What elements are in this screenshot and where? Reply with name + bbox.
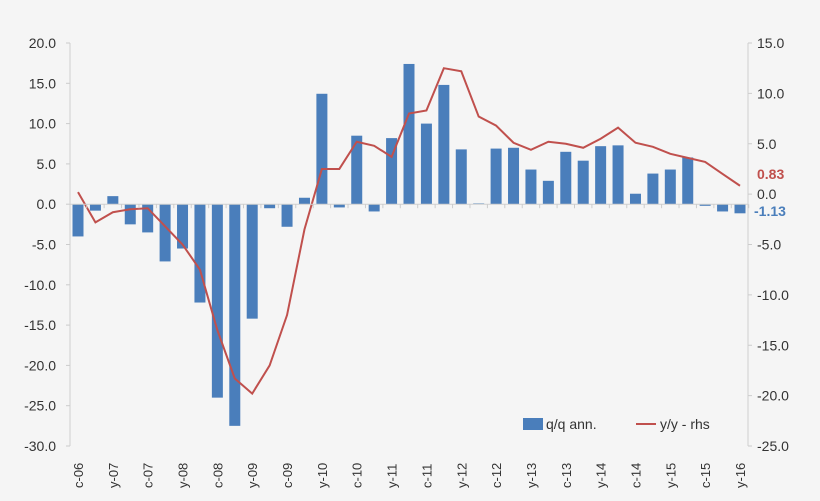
- bar-qq: [177, 204, 189, 249]
- right-tick-label: -25.0: [757, 438, 789, 454]
- x-tick-label: y-11: [385, 464, 400, 488]
- bar-qq: [333, 204, 345, 208]
- bar-qq: [508, 147, 520, 205]
- annotation-yy-last: 0.83: [757, 166, 784, 182]
- bar-qq: [89, 204, 101, 211]
- right-tick-label: 15.0: [757, 35, 784, 51]
- x-tick-label: c-14: [628, 463, 643, 488]
- line-yy: [77, 67, 741, 396]
- legend-label-yy: y/y - rhs: [660, 416, 710, 432]
- bar-qq: [107, 196, 119, 205]
- bar-qq: [420, 123, 432, 205]
- x-tick-label: y-08: [176, 463, 191, 488]
- bar-qq: [368, 204, 380, 212]
- legend-bar-swatch: [523, 418, 543, 430]
- right-tick-label: -5.0: [757, 237, 781, 253]
- bar-qq: [316, 93, 328, 205]
- x-tick-label: c-06: [71, 463, 86, 488]
- left-tick-label: -30.0: [24, 438, 56, 454]
- bar-qq: [560, 151, 572, 205]
- x-tick-label: c-08: [210, 463, 225, 488]
- bar-qq: [159, 204, 171, 262]
- x-tick-label: y-09: [245, 463, 260, 488]
- left-tick-label: -5.0: [32, 237, 56, 253]
- x-tick-label: c-09: [280, 463, 295, 488]
- right-tick-label: -20.0: [757, 388, 789, 404]
- x-tick-label: c-10: [350, 463, 365, 488]
- bar-qq: [647, 173, 659, 205]
- bar-qq: [699, 204, 711, 206]
- left-tick-label: -15.0: [24, 317, 56, 333]
- right-tick-label: 10.0: [757, 85, 784, 101]
- x-tick-label: y-12: [454, 463, 469, 488]
- bar-qq: [490, 148, 502, 205]
- bar-qq: [455, 149, 467, 205]
- bar-qq: [211, 204, 223, 398]
- bar-qq: [734, 204, 746, 214]
- bar-qq: [386, 138, 398, 205]
- bar-qq: [281, 204, 293, 227]
- annotation-qq-last: -1.13: [754, 203, 786, 219]
- bar-qq: [682, 157, 694, 205]
- right-tick-label: 0.0: [757, 186, 777, 202]
- bar-qq: [142, 204, 154, 233]
- left-tick-label: 20.0: [29, 35, 56, 51]
- bar-qq: [664, 169, 676, 205]
- legend-label-qq: q/q ann.: [546, 416, 597, 432]
- bar-qq: [246, 204, 258, 319]
- bar-qq: [298, 197, 310, 205]
- bar-qq: [403, 63, 415, 205]
- bar-qq: [577, 160, 589, 205]
- x-tick-label: y-10: [315, 463, 330, 488]
- left-tick-label: -25.0: [24, 398, 56, 414]
- x-tick-label: y-07: [106, 463, 121, 488]
- left-tick-label: -20.0: [24, 357, 56, 373]
- x-tick-label: c-07: [141, 463, 156, 488]
- bar-qq: [629, 193, 641, 205]
- right-tick-label: 5.0: [757, 136, 777, 152]
- bar-qq: [542, 180, 554, 205]
- x-tick-label: y-14: [594, 463, 609, 488]
- left-tick-label: 5.0: [37, 156, 57, 172]
- bar-qq: [229, 204, 241, 426]
- bar-qq: [124, 204, 136, 225]
- bar-qq: [264, 204, 276, 209]
- bar-qq: [612, 145, 624, 205]
- x-tick-label: c-12: [489, 463, 504, 488]
- bar-qq: [72, 204, 84, 237]
- x-tick-label: c-11: [419, 464, 434, 488]
- x-tick-label: c-15: [698, 463, 713, 488]
- x-tick-label: y-13: [524, 463, 539, 488]
- bar-qq: [438, 84, 450, 205]
- bar-qq: [525, 169, 537, 205]
- x-tick-label: y-16: [733, 463, 748, 488]
- bar-qq: [717, 204, 729, 212]
- bar-qq: [595, 146, 607, 205]
- bar-qq: [351, 135, 363, 205]
- left-tick-label: 15.0: [29, 75, 56, 91]
- left-tick-label: 10.0: [29, 116, 56, 132]
- bar-qq: [194, 204, 206, 303]
- legend: q/q ann. y/y - rhs: [523, 416, 710, 432]
- x-tick-label: y-15: [663, 463, 678, 488]
- left-tick-label: 0.0: [37, 196, 57, 212]
- right-tick-label: -10.0: [757, 287, 789, 303]
- left-tick-label: -10.0: [24, 277, 56, 293]
- x-tick-label: c-13: [559, 463, 574, 488]
- right-tick-label: -15.0: [757, 337, 789, 353]
